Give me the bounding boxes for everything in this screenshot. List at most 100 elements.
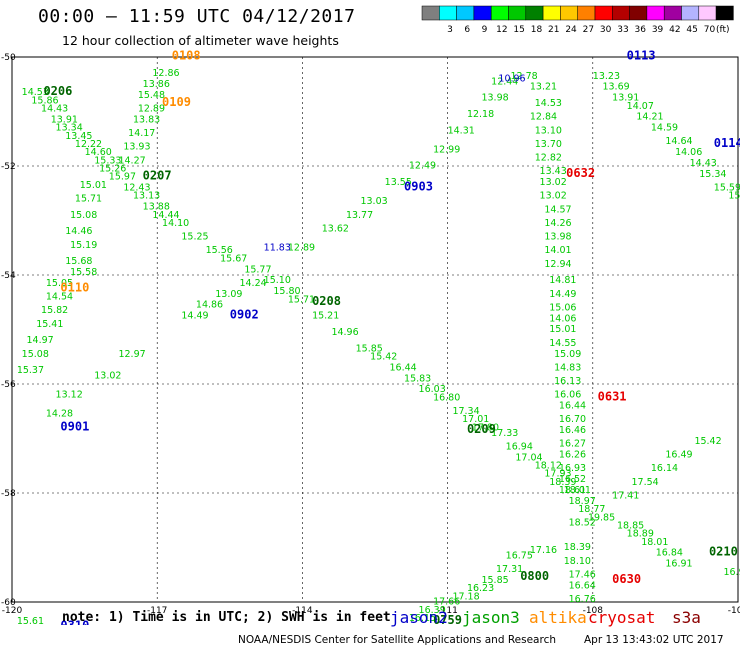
wave-height-chart: -120 -117 -114 -111 -108 -105 -50 -52 -54 -56 -58 -… (1, 49, 740, 625)
data-point-label: 15.58 (70, 267, 97, 278)
data-point-label: 15.08 (70, 210, 97, 221)
colorbar-label: 42 (669, 25, 680, 35)
data-point-label: 15.56 (206, 245, 233, 256)
data-point-label: 15.01 (80, 180, 107, 191)
data-point-label: 15.77 (244, 264, 271, 275)
data-point-label: 15.34 (699, 169, 726, 180)
data-point-label: 18.39 (564, 542, 591, 553)
data-point-label: 13.43 (540, 166, 567, 177)
y-tick-label: -54 (1, 271, 16, 281)
data-point-label: 13.62 (322, 223, 349, 234)
data-point-label: 16.95 (723, 567, 740, 578)
data-point-label: 10.96 (498, 74, 525, 85)
data-point-label: 18.52 (569, 518, 596, 529)
data-point-label: 13.83 (133, 114, 160, 125)
data-point-label: 17.66 (433, 597, 460, 608)
track-time-label: 0113 (627, 49, 656, 63)
data-point-label: 15.01 (549, 324, 576, 335)
data-point-label: 13.69 (602, 82, 629, 93)
data-point-label: 16.44 (559, 401, 586, 412)
data-point-label: 14.31 (448, 125, 475, 136)
legend-cryosat: cryosat (588, 608, 656, 627)
legend-jason2: jason2 (390, 608, 448, 627)
footer-note: note: 1) Time is in UTC; 2) SWH is in fe… (62, 610, 391, 625)
data-point-label: 14.24 (239, 278, 266, 289)
colorbar-legend: 3 6 9 12 15 18 21 24 27 30 33 36 39 42 45 70 (ft) (421, 5, 734, 35)
data-point-label: 14.57 (544, 204, 571, 215)
track-time-label: 0207 (143, 169, 172, 183)
data-point-label: 15.97 (109, 172, 136, 183)
data-point-label: 16.06 (554, 390, 581, 401)
data-point-label: 15.25 (181, 232, 208, 243)
data-point-label: 15.83 (404, 373, 431, 384)
data-point-label: 16.46 (559, 425, 586, 436)
data-point-label: 16.75 (506, 550, 533, 561)
colorbar-label: 36 (635, 25, 647, 35)
data-point-label: 14.07 (627, 101, 654, 112)
data-point-label: 14.46 (65, 226, 92, 237)
y-tick-label: -50 (1, 53, 16, 63)
data-point-label: 15.05 (46, 278, 73, 289)
data-point-label: 16.03 (419, 384, 446, 395)
data-point-label: 12.99 (433, 144, 460, 155)
data-point-label: 17.41 (612, 490, 639, 501)
data-point-label: 14.64 (665, 136, 692, 147)
data-point-label: 16.44 (390, 362, 417, 373)
data-point-label: 16.39 (419, 605, 446, 616)
data-point-label: 15.19 (70, 240, 97, 251)
chart-subtitle: 12 hour collection of altimeter wave hei… (62, 33, 339, 48)
track-time-label: 0109 (162, 95, 191, 109)
data-point-label: 18.01 (641, 537, 668, 548)
data-point-label: 15.59 (714, 183, 740, 194)
data-point-label: 14.59 (651, 123, 678, 134)
data-point-label: 18.01 (564, 485, 591, 496)
track-time-label: 0110 (60, 280, 89, 294)
data-point-label: 12.89 (288, 242, 315, 253)
data-point-label: 13.88 (143, 202, 170, 213)
data-point-label: 12.82 (535, 153, 562, 164)
data-point-label: 15.10 (264, 275, 291, 286)
data-point-label: 13.98 (544, 232, 571, 243)
data-point-label: 14.97 (27, 335, 54, 346)
data-point-label: 17.33 (491, 428, 518, 439)
data-point-label: 15.26 (99, 163, 126, 174)
data-point-label: 12.86 (152, 68, 179, 79)
data-point-label: 14.28 (46, 409, 73, 420)
data-point-label: 13.03 (360, 196, 387, 207)
data-point-label: 13.34 (56, 123, 83, 134)
data-point-label: 19.85 (588, 512, 615, 523)
data-point-label: 12.97 (118, 349, 145, 360)
colorbar-label: 39 (652, 25, 664, 35)
data-point-label: 13.93 (123, 142, 150, 153)
colorbar-label: 27 (583, 25, 594, 35)
data-point-label: 14.81 (549, 275, 576, 286)
data-point-label: 15.3 (728, 191, 740, 202)
colorbar-label: 30 (600, 25, 612, 35)
data-point-label: 18.10 (564, 556, 591, 567)
data-point-label: 15.41 (36, 319, 63, 330)
data-point-label: 13.23 (593, 71, 620, 82)
data-point-label: 13.13 (133, 191, 160, 202)
page-title: 00:00 — 11:59 UTC 04/12/2017 (38, 6, 356, 27)
colorbar-label: 15 (513, 25, 524, 35)
track-time-label: 0902 (230, 308, 259, 322)
data-point-label: 17.80 (472, 422, 499, 433)
data-point-label: 18.77 (578, 504, 605, 515)
data-point-label: 17.04 (515, 452, 542, 463)
track-time-label: 0208 (312, 294, 341, 308)
data-point-label: 15.21 (312, 311, 339, 322)
data-point-label: 13.91 (612, 93, 639, 104)
data-point-label: 14.27 (118, 155, 145, 166)
data-point-label: 18.97 (569, 496, 596, 507)
data-point-label: 16.93 (559, 463, 586, 474)
data-point-label: 14.86 (196, 300, 223, 311)
data-point-label: 16.76 (569, 594, 596, 605)
data-point-label: 13.02 (94, 371, 121, 382)
data-point-label: 16.49 (665, 450, 692, 461)
data-point-label: 13.86 (143, 79, 170, 90)
colorbar-label: 6 (464, 25, 470, 35)
data-point-label: 15.71 (288, 294, 315, 305)
data-point-label: 15.68 (65, 256, 92, 267)
data-point-label: 12.89 (138, 104, 165, 115)
x-tick-label: -120 (2, 606, 23, 616)
